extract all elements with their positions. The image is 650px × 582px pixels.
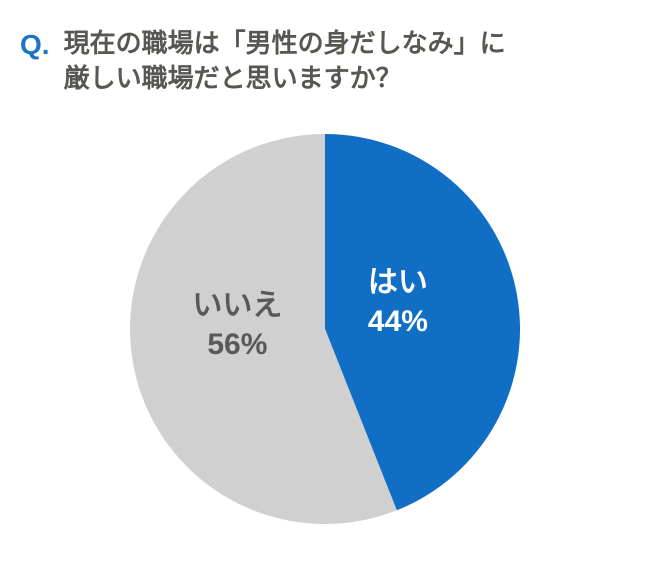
pie-chart: はい 44% いいえ 56% bbox=[0, 134, 650, 524]
question-line-2: 厳しい職場だと思いますか？ bbox=[64, 63, 402, 93]
slice-no-text: いいえ bbox=[192, 286, 282, 325]
question-block: Q. 現在の職場は「男性の身だしなみ」に 厳しい職場だと思いますか？ bbox=[0, 0, 650, 96]
slice-no-percent: 56% bbox=[192, 325, 282, 364]
slice-label-yes: はい 44% bbox=[368, 263, 428, 341]
question-prefix: Q. bbox=[20, 26, 50, 64]
slice-yes-text: はい bbox=[368, 263, 428, 302]
slice-yes-percent: 44% bbox=[368, 302, 428, 341]
question-line-1: 現在の職場は「男性の身だしなみ」に bbox=[64, 28, 506, 58]
pie-svg bbox=[130, 134, 520, 524]
slice-label-no: いいえ 56% bbox=[192, 286, 282, 364]
